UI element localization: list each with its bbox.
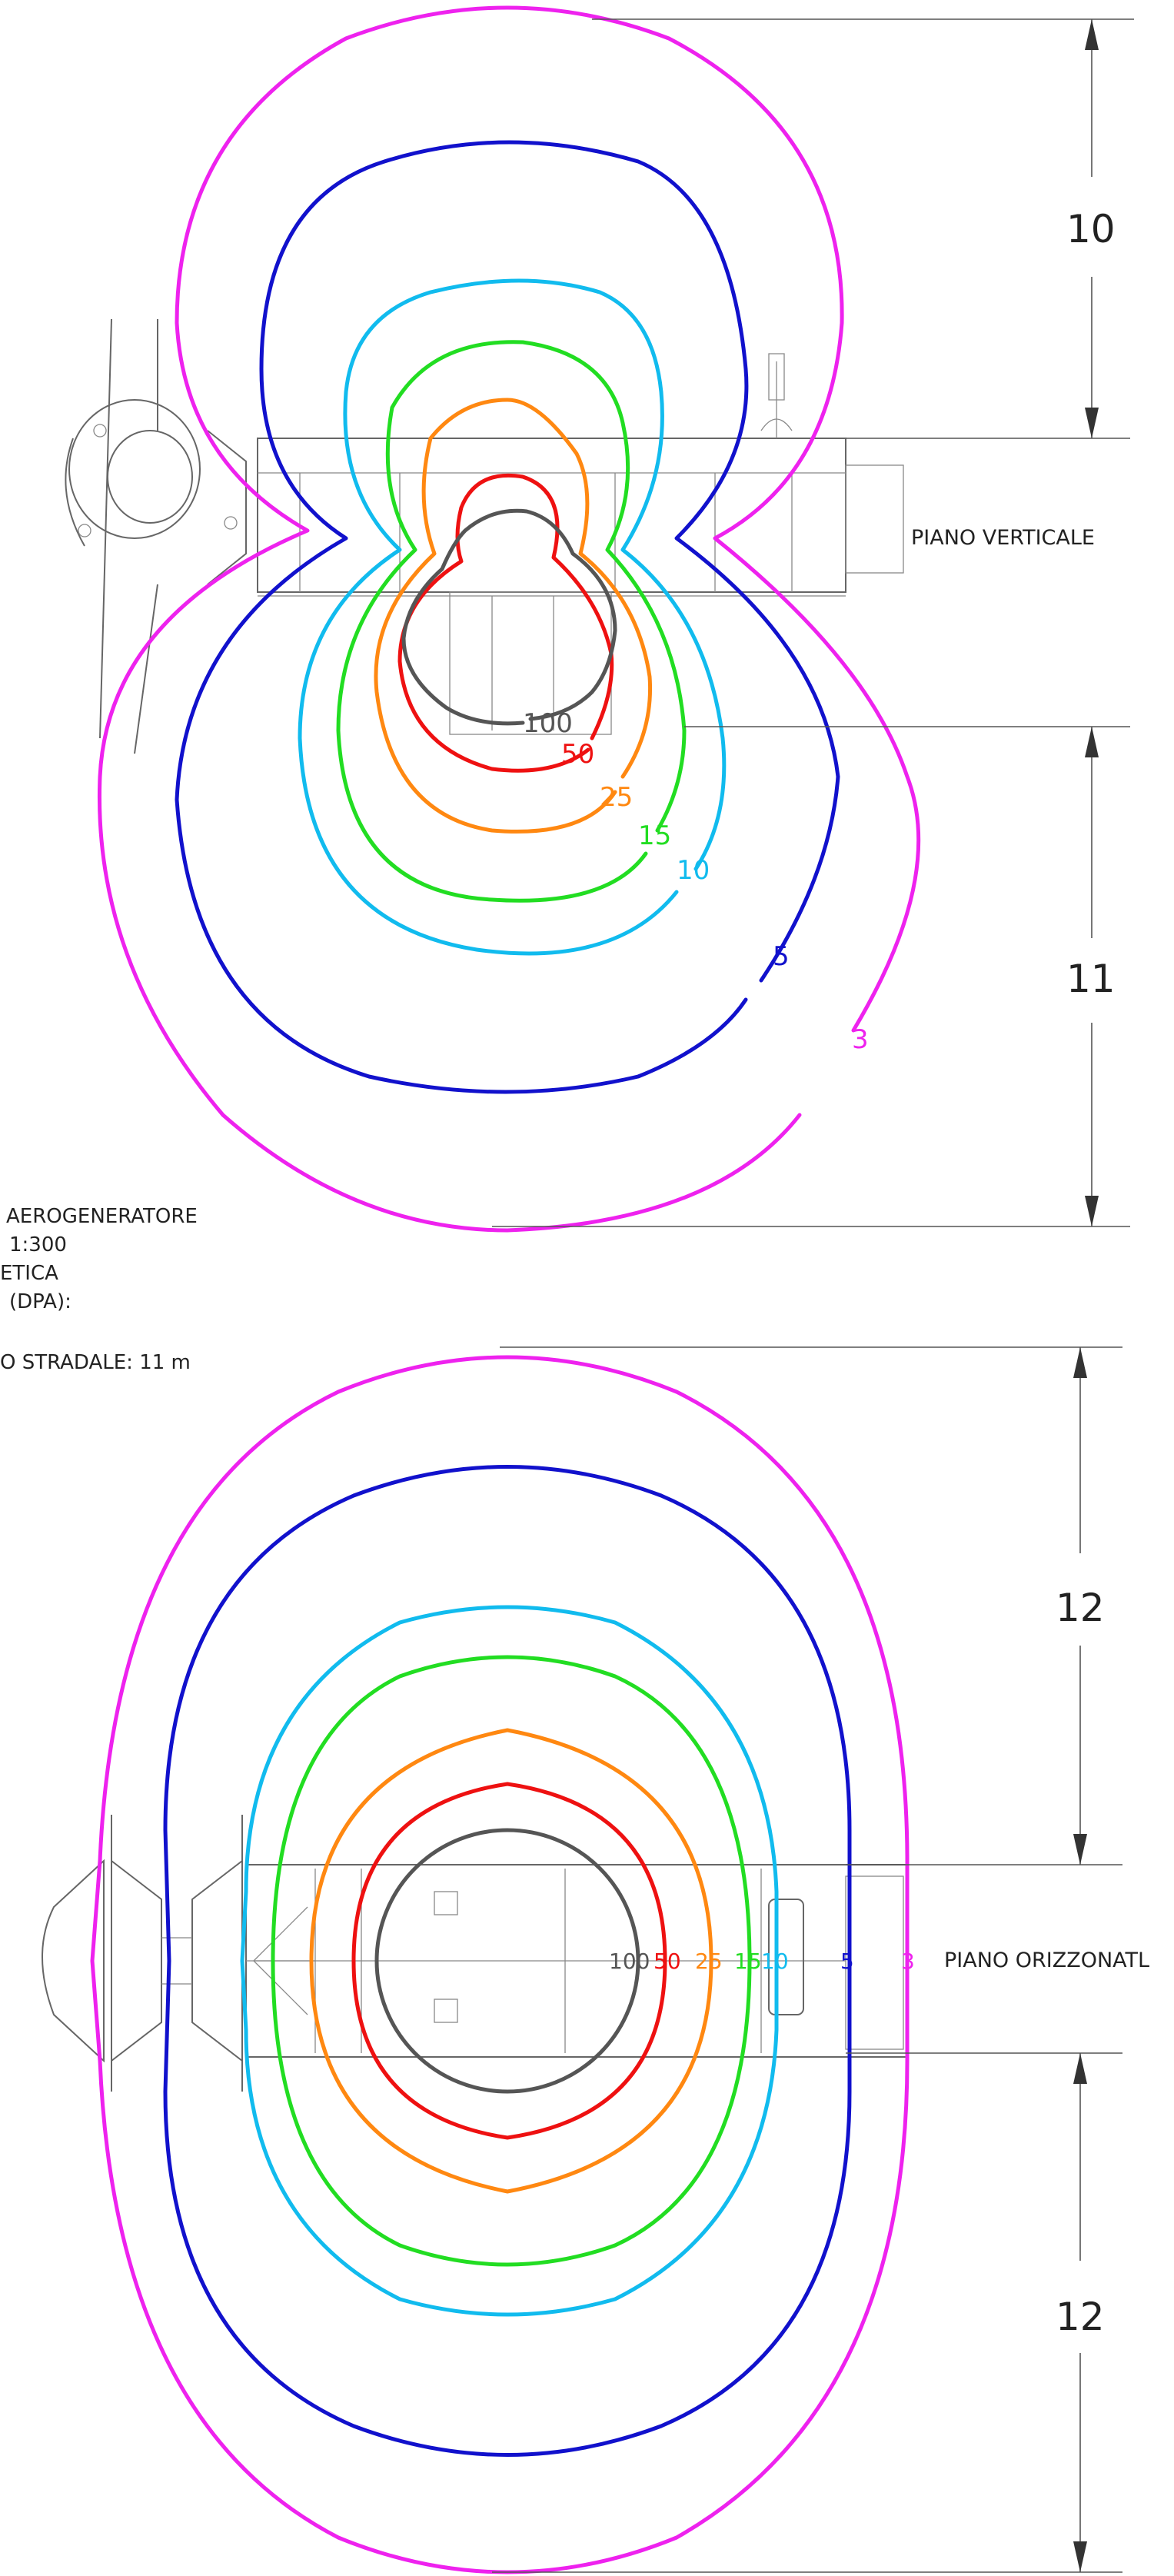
dim-top-vertical: 10 [1066, 207, 1116, 251]
isoline-3-horizontal [90, 1355, 910, 2574]
note-line-5: O STRADALE: 11 m [0, 1351, 191, 1374]
horizontal-plane-label: PIANO ORIZZONATL [944, 1949, 1149, 1972]
nacelle-plan-sketch [245, 1864, 908, 2058]
dim-top-horizontal: 12 [1056, 1586, 1105, 1630]
iso-label-5-vertical: 5 [773, 941, 790, 972]
isoline-25-horizontal [309, 1728, 713, 2194]
isoline-5-vertical [175, 140, 840, 1094]
vertical-plane-view: 100 50 25 15 10 5 3 PIANO VERTICALE 10 1… [65, 5, 1134, 1233]
isoline-100-vertical [401, 508, 617, 726]
vertical-plane-label: PIANO VERTICALE [911, 526, 1095, 550]
iso-label-25-vertical: 25 [600, 782, 633, 813]
isoline-15-vertical [336, 340, 687, 903]
iso-label-5-horizontal: 5 [840, 1949, 854, 1974]
isoline-5-horizontal [163, 1465, 852, 2457]
dim-bottom-vertical: 11 [1066, 957, 1116, 1001]
note-line-4: (DPA): [9, 1290, 72, 1313]
iso-label-25-horizontal: 25 [695, 1949, 723, 1974]
iso-label-3-horizontal: 3 [901, 1949, 915, 1974]
iso-label-15-vertical: 15 [638, 820, 671, 851]
dimension-lines-horizontal [492, 1346, 1122, 2573]
horizontal-plane-view: 100 50 25 15 10 5 3 PIANO ORIZZONATL 12 … [42, 1346, 1149, 2574]
isoline-3-vertical [97, 5, 921, 1233]
note-line-1: AEROGENERATORE [6, 1205, 198, 1228]
isoline-25-vertical [374, 398, 653, 834]
iso-label-50-horizontal: 50 [654, 1949, 681, 1974]
turbine-hub-sketch-horizontal [42, 1815, 243, 2092]
iso-label-50-vertical: 50 [561, 739, 594, 770]
dimension-lines-vertical [492, 18, 1134, 1227]
note-line-3: ETICA [0, 1262, 58, 1285]
iso-label-100-vertical: 100 [523, 708, 573, 739]
isoline-10-horizontal [240, 1605, 779, 2317]
note-line-2: 1:300 [9, 1233, 67, 1256]
turbine-hub-sketch-vertical [65, 318, 247, 754]
iso-label-3-vertical: 3 [852, 1024, 869, 1055]
isoline-50-vertical [397, 473, 614, 773]
isoline-10-vertical [298, 278, 727, 956]
drawing-notes: AEROGENERATORE 1:300 ETICA (DPA): O STRA… [0, 1205, 198, 1374]
iso-label-10-vertical: 10 [677, 855, 710, 886]
iso-label-15-horizontal: 15 [734, 1949, 762, 1974]
isoline-100-horizontal [374, 1828, 640, 2094]
iso-label-10-horizontal: 10 [761, 1949, 789, 1974]
iso-label-100-horizontal: 100 [609, 1949, 650, 1974]
isoline-50-horizontal [351, 1782, 667, 2140]
isoline-15-horizontal [271, 1655, 752, 2267]
dim-bottom-horizontal: 12 [1056, 2295, 1105, 2339]
